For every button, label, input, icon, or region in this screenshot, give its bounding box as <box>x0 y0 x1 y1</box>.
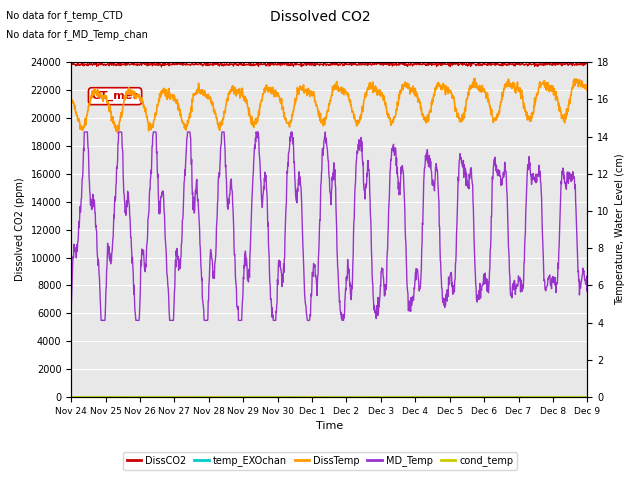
Text: Dissolved CO2: Dissolved CO2 <box>269 10 371 24</box>
Text: GT_met: GT_met <box>92 91 138 101</box>
X-axis label: Time: Time <box>316 421 343 432</box>
Y-axis label: Dissolved CO2 (ppm): Dissolved CO2 (ppm) <box>15 178 25 281</box>
Legend: DissCO2, temp_EXOchan, DissTemp, MD_Temp, cond_temp: DissCO2, temp_EXOchan, DissTemp, MD_Temp… <box>123 452 517 470</box>
Text: No data for f_temp_CTD: No data for f_temp_CTD <box>6 10 124 21</box>
Y-axis label: Temperature, Water Level (cm): Temperature, Water Level (cm) <box>615 154 625 305</box>
Text: No data for f_MD_Temp_chan: No data for f_MD_Temp_chan <box>6 29 148 40</box>
